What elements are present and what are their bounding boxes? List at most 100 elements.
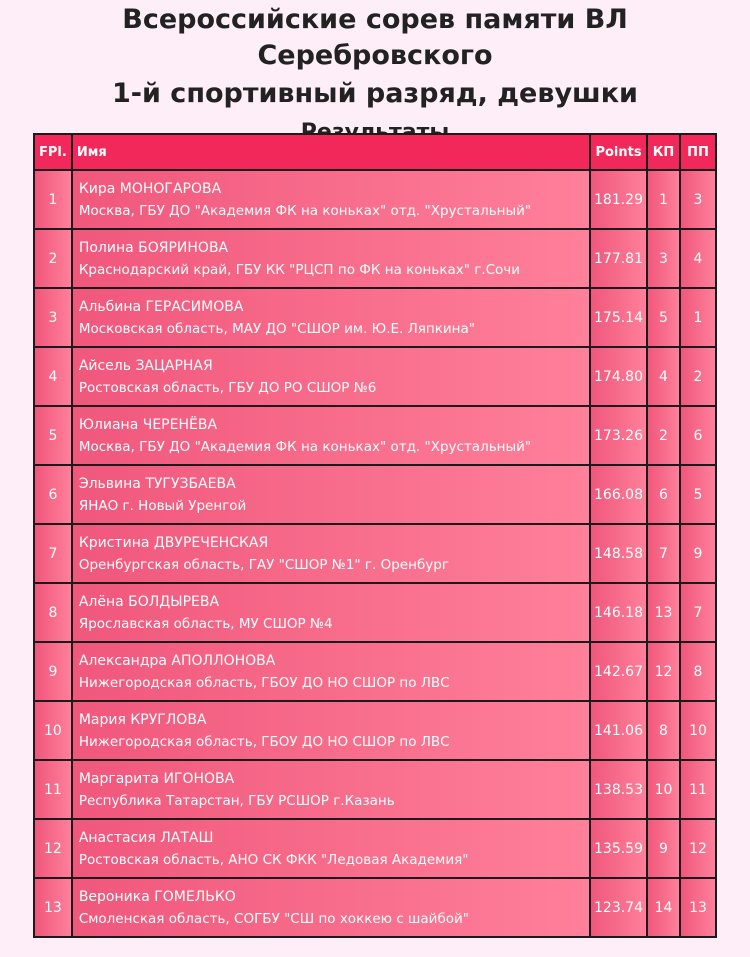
skater-cell: Полина БОЯРИНОВА Краснодарский край, ГБУ … bbox=[70, 228, 592, 289]
skater-name: Кристина ДВУРЕЧЕНСКАЯ bbox=[78, 534, 269, 551]
points-cell: 166.08 bbox=[589, 464, 648, 525]
skater-cell: Кристина ДВУРЕЧЕНСКАЯ Оренбургская област… bbox=[70, 523, 592, 584]
short-program-place-cell: 6 bbox=[646, 464, 681, 525]
points-cell: 123.74 bbox=[589, 877, 648, 938]
table-row: 11 Маргарита ИГОНОВА Республика Татарстан,… bbox=[33, 759, 717, 820]
skater-club: Москва, ГБУ ДО "Академия ФК на коньках" … bbox=[78, 438, 532, 455]
short-program-place-cell: 12 bbox=[646, 641, 681, 702]
skater-club: Республика Татарстан, ГБУ РСШОР г.Казань bbox=[78, 792, 395, 809]
col-header-points: Points bbox=[589, 133, 648, 171]
free-program-place-cell: 6 bbox=[679, 405, 717, 466]
short-program-place-cell: 1 bbox=[646, 169, 681, 230]
short-program-place-cell: 5 bbox=[646, 287, 681, 348]
skater-cell: Алёна БОЛДЫРЕВА Ярославская область, МУ С… bbox=[70, 582, 592, 643]
free-program-place-cell: 12 bbox=[679, 818, 717, 879]
skater-cell: Айсель ЗАЦАРНАЯ Ростовская область, ГБУ Д… bbox=[70, 346, 592, 407]
skater-club: Ярославская область, МУ СШОР №4 bbox=[78, 615, 333, 632]
competition-title: Всероссийские сорев памяти ВЛ Серебровск… bbox=[122, 4, 628, 71]
skater-cell: Альбина ГЕРАСИМОВА Московская область, МА… bbox=[70, 287, 592, 348]
col-header-place: FPl. bbox=[33, 133, 73, 171]
skater-cell: Александра АПОЛЛОНОВА Нижегородская облас… bbox=[70, 641, 592, 702]
skater-club: ЯНАО г. Новый Уренгой bbox=[78, 497, 247, 514]
skater-name: Полина БОЯРИНОВА bbox=[78, 239, 229, 256]
skater-cell: Вероника ГОМЕЛЬКО Смоленская область, СОГ… bbox=[70, 877, 592, 938]
short-program-place-cell: 13 bbox=[646, 582, 681, 643]
skater-club: Смоленская область, СОГБУ "СШ по хоккею … bbox=[78, 910, 470, 927]
free-program-place-cell: 5 bbox=[679, 464, 717, 525]
table-row: 7 Кристина ДВУРЕЧЕНСКАЯ Оренбургская облас… bbox=[33, 523, 717, 584]
skater-name: Александра АПОЛЛОНОВА bbox=[78, 652, 276, 669]
table-row: 6 Эльвина ТУГУЗБАЕВА ЯНАО г. Новый Уренгой… bbox=[33, 464, 717, 525]
skater-name: Маргарита ИГОНОВА bbox=[78, 770, 235, 787]
short-program-place-cell: 10 bbox=[646, 759, 681, 820]
free-program-place-cell: 3 bbox=[679, 169, 717, 230]
skater-club: Москва, ГБУ ДО "Академия ФК на коньках" … bbox=[78, 202, 532, 219]
short-program-place-cell: 2 bbox=[646, 405, 681, 466]
points-cell: 138.53 bbox=[589, 759, 648, 820]
skater-name: Анастасия ЛАТАШ bbox=[78, 829, 214, 846]
skater-name: Айсель ЗАЦАРНАЯ bbox=[78, 357, 213, 374]
skater-club: Московская область, МАУ ДО "СШОР им. Ю.Е… bbox=[78, 320, 475, 337]
short-program-place-cell: 14 bbox=[646, 877, 681, 938]
free-program-place-cell: 13 bbox=[679, 877, 717, 938]
place-cell: 6 bbox=[33, 464, 73, 525]
place-cell: 4 bbox=[33, 346, 73, 407]
place-cell: 8 bbox=[33, 582, 73, 643]
skater-name: Кира МОНОГАРОВА bbox=[78, 180, 222, 197]
table-row: 9 Александра АПОЛЛОНОВА Нижегородская обла… bbox=[33, 641, 717, 702]
skater-cell: Кира МОНОГАРОВА Москва, ГБУ ДО "Академия … bbox=[70, 169, 592, 230]
skater-cell: Анастасия ЛАТАШ Ростовская область, АНО С… bbox=[70, 818, 592, 879]
free-program-place-cell: 7 bbox=[679, 582, 717, 643]
skater-club: Оренбургская область, ГАУ "СШОР №1" г. О… bbox=[78, 556, 449, 573]
skater-club: Ростовская область, АНО СК ФКК "Ледовая … bbox=[78, 851, 469, 868]
short-program-place-cell: 4 bbox=[646, 346, 681, 407]
points-cell: 135.59 bbox=[589, 818, 648, 879]
table-row: 1 Кира МОНОГАРОВА Москва, ГБУ ДО "Академия… bbox=[33, 169, 717, 230]
results-table: FPl. Имя Points КП ПП 1 Кира МОНОГАРОВА Мо… bbox=[33, 133, 717, 938]
table-header-row: FPl. Имя Points КП ПП bbox=[33, 133, 717, 171]
place-cell: 11 bbox=[33, 759, 73, 820]
points-cell: 174.80 bbox=[589, 346, 648, 407]
points-cell: 177.81 bbox=[589, 228, 648, 289]
short-program-place-cell: 9 bbox=[646, 818, 681, 879]
table-row: 2 Полина БОЯРИНОВА Краснодарский край, ГБУ… bbox=[33, 228, 717, 289]
free-program-place-cell: 2 bbox=[679, 346, 717, 407]
skater-club: Краснодарский край, ГБУ КК "РЦСП по ФК н… bbox=[78, 261, 521, 278]
table-row: 12 Анастасия ЛАТАШ Ростовская область, АНО… bbox=[33, 818, 717, 879]
place-cell: 5 bbox=[33, 405, 73, 466]
place-cell: 7 bbox=[33, 523, 73, 584]
free-program-place-cell: 4 bbox=[679, 228, 717, 289]
free-program-place-cell: 11 bbox=[679, 759, 717, 820]
skater-name: Альбина ГЕРАСИМОВА bbox=[78, 298, 244, 315]
place-cell: 2 bbox=[33, 228, 73, 289]
place-cell: 9 bbox=[33, 641, 73, 702]
skater-cell: Мария КРУГЛОВА Нижегородская область, ГБО… bbox=[70, 700, 592, 761]
short-program-place-cell: 3 bbox=[646, 228, 681, 289]
points-cell: 142.67 bbox=[589, 641, 648, 702]
free-program-place-cell: 9 bbox=[679, 523, 717, 584]
col-header-name: Имя bbox=[70, 133, 592, 171]
place-cell: 1 bbox=[33, 169, 73, 230]
table-row: 13 Вероника ГОМЕЛЬКО Смоленская область, С… bbox=[33, 877, 717, 938]
skater-cell: Юлиана ЧЕРЕНЁВА Москва, ГБУ ДО "Академия … bbox=[70, 405, 592, 466]
place-cell: 3 bbox=[33, 287, 73, 348]
short-program-place-cell: 8 bbox=[646, 700, 681, 761]
skater-name: Алёна БОЛДЫРЕВА bbox=[78, 593, 220, 610]
skater-cell: Эльвина ТУГУЗБАЕВА ЯНАО г. Новый Уренгой bbox=[70, 464, 592, 525]
table-row: 3 Альбина ГЕРАСИМОВА Московская область, М… bbox=[33, 287, 717, 348]
skater-name: Мария КРУГЛОВА bbox=[78, 711, 207, 728]
place-cell: 13 bbox=[33, 877, 73, 938]
skater-club: Ростовская область, ГБУ ДО РО СШОР №6 bbox=[78, 379, 377, 396]
table-row: 10 Мария КРУГЛОВА Нижегородская область, Г… bbox=[33, 700, 717, 761]
place-cell: 10 bbox=[33, 700, 73, 761]
free-program-place-cell: 1 bbox=[679, 287, 717, 348]
points-cell: 146.18 bbox=[589, 582, 648, 643]
points-cell: 175.14 bbox=[589, 287, 648, 348]
points-cell: 173.26 bbox=[589, 405, 648, 466]
col-header-free-program: ПП bbox=[679, 133, 717, 171]
col-header-short-program: КП bbox=[646, 133, 681, 171]
table-row: 8 Алёна БОЛДЫРЕВА Ярославская область, МУ … bbox=[33, 582, 717, 643]
points-cell: 141.06 bbox=[589, 700, 648, 761]
table-row: 5 Юлиана ЧЕРЕНЁВА Москва, ГБУ ДО "Академия… bbox=[33, 405, 717, 466]
free-program-place-cell: 8 bbox=[679, 641, 717, 702]
